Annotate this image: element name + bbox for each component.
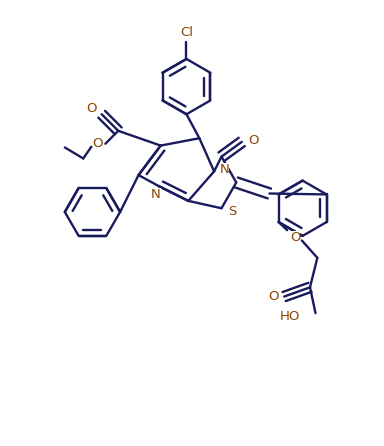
Text: S: S [228, 205, 237, 218]
Text: O: O [290, 231, 301, 244]
Text: N: N [220, 163, 229, 176]
Text: N: N [151, 188, 161, 201]
Text: O: O [93, 137, 103, 150]
Text: Cl: Cl [180, 26, 193, 39]
Text: HO: HO [280, 310, 300, 323]
Text: O: O [268, 290, 278, 303]
Text: O: O [248, 133, 259, 147]
Text: O: O [86, 102, 97, 115]
